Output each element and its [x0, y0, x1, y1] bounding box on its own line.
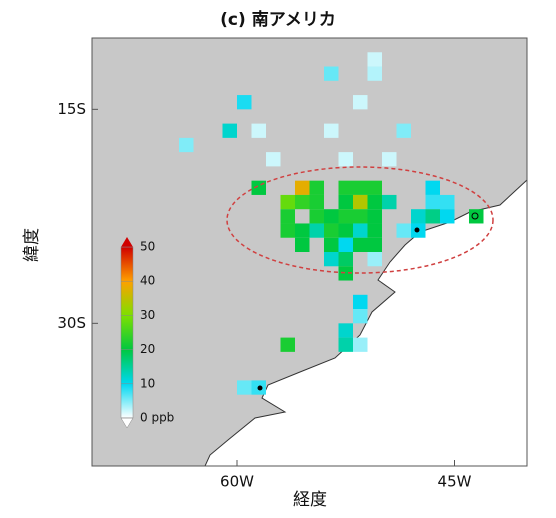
chart-title: (c) 南アメリカ: [220, 9, 336, 30]
grid-cell: [367, 223, 382, 238]
x-tick-label: 60W: [220, 473, 254, 491]
grid-cell: [396, 223, 411, 238]
grid-cell: [338, 237, 353, 252]
grid-cell: [338, 337, 353, 352]
city-dot: [257, 385, 263, 391]
grid-cell: [309, 223, 324, 238]
y-tick-label: 30S: [57, 314, 86, 332]
colorbar-label: 20: [140, 342, 155, 356]
colorbar-label: 40: [140, 274, 155, 288]
grid-cell: [411, 209, 426, 224]
grid-cell: [309, 180, 324, 195]
grid-cell: [237, 95, 252, 110]
grid-cell: [338, 209, 353, 224]
grid-cell: [338, 180, 353, 195]
grid-cell: [280, 194, 295, 210]
grid-cell: [324, 209, 339, 224]
grid-cell: [251, 123, 266, 138]
grid-cell: [338, 266, 353, 281]
grid-cell: [367, 52, 382, 67]
grid-cell: [367, 252, 382, 267]
grid-cell: [396, 123, 411, 138]
colorbar-arrow: [121, 237, 133, 247]
grid-cell: [353, 223, 368, 238]
grid-cell: [425, 180, 440, 195]
y-tick-label: 15S: [57, 100, 86, 118]
grid-cell: [367, 209, 382, 224]
grid-cell: [353, 237, 368, 252]
grid-cell: [353, 309, 368, 324]
grid-cell: [309, 209, 324, 224]
grid-cell: [338, 194, 353, 210]
grid-cell: [382, 194, 397, 210]
grid-cell: [440, 194, 455, 210]
grid-cell: [295, 223, 310, 238]
colorbar-label: 30: [140, 308, 155, 322]
colorbar-label: 10: [140, 376, 155, 390]
grid-cell: [338, 152, 353, 167]
grid-cell: [353, 337, 368, 352]
x-axis-label: 経度: [293, 490, 327, 510]
grid-cell: [338, 223, 353, 238]
grid-cell: [280, 337, 295, 352]
grid-cell: [324, 223, 339, 238]
grid-cell: [353, 194, 368, 210]
colorbar-label: 50: [140, 240, 155, 254]
city-dot: [414, 227, 420, 233]
grid-cell: [367, 66, 382, 81]
grid-cell: [353, 180, 368, 195]
grid-cell: [338, 323, 353, 338]
y-axis-label: 緯度: [22, 228, 42, 262]
grid-cell: [367, 180, 382, 195]
grid-cell: [179, 137, 194, 153]
grid-cell: [382, 152, 397, 167]
grid-cell: [338, 252, 353, 267]
grid-cell: [222, 123, 237, 138]
grid-cell: [425, 209, 440, 224]
highlight-ellipse: [226, 166, 494, 274]
grid-cell: [367, 194, 382, 210]
grid-cell: [367, 237, 382, 252]
grid-cell: [295, 237, 310, 252]
grid-cell: [309, 194, 324, 210]
grid-cell: [353, 294, 368, 310]
grid-cell: [280, 209, 295, 224]
grid-cell: [353, 95, 368, 110]
city-dot: [471, 212, 479, 220]
grid-cell: [440, 209, 455, 224]
grid-cell: [237, 380, 252, 395]
grid-cell: [280, 223, 295, 238]
grid-cell: [324, 252, 339, 267]
grid-cell: [266, 152, 281, 167]
grid-cell: [324, 123, 339, 138]
grid-cell: [469, 209, 484, 224]
grid-cell: [295, 180, 310, 195]
grid-cell: [353, 209, 368, 224]
grid-cell: [324, 66, 339, 81]
colorbar: [120, 246, 134, 419]
grid-cell: [295, 194, 310, 210]
grid-cell: [324, 237, 339, 252]
grid-cell: [425, 194, 440, 210]
colorbar-label: 0 ppb: [140, 411, 174, 425]
x-tick-label: 45W: [438, 473, 472, 491]
plot-frame: [91, 37, 528, 467]
